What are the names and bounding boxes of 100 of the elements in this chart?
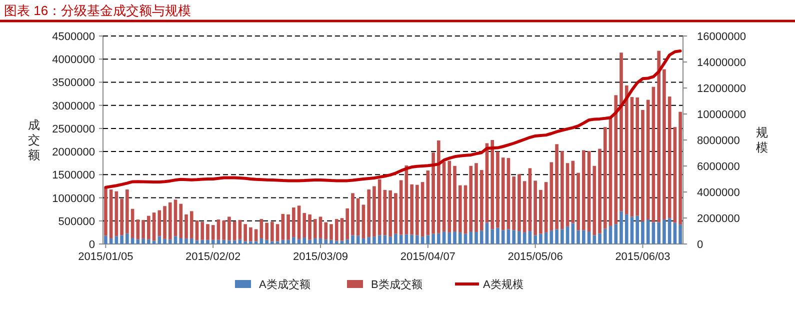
y-tick-label: 3000000 xyxy=(52,100,95,112)
bar xyxy=(324,222,328,240)
bar xyxy=(501,230,505,244)
bar xyxy=(641,221,644,244)
bar xyxy=(249,227,252,242)
bar xyxy=(340,218,344,241)
bar xyxy=(453,232,456,244)
bar xyxy=(416,235,419,244)
bar xyxy=(464,185,468,234)
bar xyxy=(560,229,564,244)
bar xyxy=(474,232,478,244)
bar xyxy=(394,193,398,234)
bar xyxy=(308,240,312,244)
bar xyxy=(678,224,682,244)
bar xyxy=(566,226,570,244)
bar xyxy=(244,224,247,242)
bar xyxy=(104,236,108,244)
bar xyxy=(383,235,387,244)
bar xyxy=(136,220,140,240)
bar xyxy=(114,236,118,244)
x-tick-label: 2015/01/05 xyxy=(78,251,134,263)
bar xyxy=(238,220,242,240)
bar xyxy=(394,234,398,244)
bar xyxy=(646,100,650,220)
bar xyxy=(501,158,505,230)
legend-label: A类规模 xyxy=(483,278,524,291)
bar xyxy=(351,193,354,236)
bar xyxy=(512,176,516,230)
bar xyxy=(673,222,677,244)
bar xyxy=(641,110,644,222)
bar xyxy=(168,202,172,240)
bar xyxy=(469,232,473,244)
bar xyxy=(668,96,672,218)
x-tick-label: 2015/05/06 xyxy=(508,251,563,263)
y-tick-label: 2000000 xyxy=(52,146,95,159)
bar xyxy=(436,140,440,234)
y-tick-label: 4500000 xyxy=(52,31,95,43)
y-axis-title: 成交额 xyxy=(28,118,40,162)
bar xyxy=(260,219,264,238)
bar xyxy=(518,174,521,232)
bar xyxy=(410,184,414,235)
bar xyxy=(330,224,333,240)
bar xyxy=(544,232,548,244)
bar xyxy=(152,212,156,241)
bar xyxy=(265,240,268,244)
legend-label: B类成交额 xyxy=(371,278,422,291)
bar xyxy=(184,238,188,244)
bar xyxy=(146,216,150,240)
bar xyxy=(506,229,510,244)
bar xyxy=(244,241,247,244)
bar xyxy=(448,160,452,232)
y2-tick-label: 4000000 xyxy=(697,187,740,199)
bar xyxy=(163,206,166,239)
bar xyxy=(200,222,204,240)
bar xyxy=(142,220,145,238)
bar xyxy=(678,112,682,225)
bar xyxy=(351,235,354,244)
y-tick-label: 2500000 xyxy=(52,123,95,136)
bar xyxy=(528,168,532,232)
bar xyxy=(620,52,623,212)
bar xyxy=(334,240,338,244)
bar xyxy=(383,190,387,236)
bar xyxy=(571,160,575,224)
bar xyxy=(190,238,194,244)
y-tick-label: 0 xyxy=(88,239,95,251)
bar xyxy=(232,221,236,240)
bar xyxy=(276,241,280,244)
bar xyxy=(297,206,301,240)
bar xyxy=(146,239,150,244)
bar xyxy=(490,229,494,244)
bar xyxy=(522,181,526,232)
y2-tick-label: 12000000 xyxy=(697,83,746,95)
bar xyxy=(126,233,129,244)
bar xyxy=(308,214,312,240)
bar xyxy=(614,95,618,224)
bar xyxy=(432,152,435,234)
x-tick-label: 2015/04/07 xyxy=(400,251,456,263)
bar xyxy=(432,234,435,244)
bar xyxy=(179,204,183,238)
bar xyxy=(346,239,350,244)
bar xyxy=(356,198,360,236)
bar xyxy=(184,214,188,238)
bar xyxy=(292,207,296,238)
bar xyxy=(286,240,290,244)
bar xyxy=(270,222,274,242)
y-tick-label: 3500000 xyxy=(52,77,95,90)
bar xyxy=(603,127,607,229)
bar xyxy=(346,208,350,240)
bar xyxy=(158,210,162,236)
bar xyxy=(158,236,162,244)
bar xyxy=(652,86,656,222)
y2-tick-label: 14000000 xyxy=(697,57,746,69)
bar xyxy=(657,50,660,222)
bar xyxy=(598,233,602,244)
x-tick-label: 2015/06/03 xyxy=(615,251,670,263)
bar xyxy=(324,239,328,244)
bar xyxy=(496,152,500,228)
bar xyxy=(646,220,650,244)
bar xyxy=(544,182,548,232)
bar xyxy=(222,220,226,240)
